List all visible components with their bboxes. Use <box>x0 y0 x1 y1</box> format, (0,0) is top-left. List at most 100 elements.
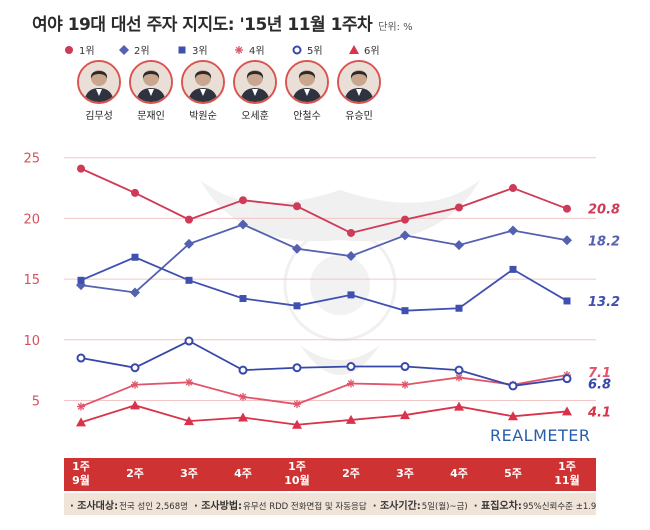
series-line <box>80 404 568 426</box>
portrait-photo-icon <box>285 60 329 104</box>
candidate-portrait: 박원순 <box>180 60 226 122</box>
series-2: 18.2 <box>76 219 620 298</box>
data-point <box>508 411 518 421</box>
legend-label: 4위 <box>249 46 265 57</box>
footer-value: 전국 성인 2,568명 <box>119 501 188 512</box>
data-point <box>238 365 248 375</box>
square-icon <box>178 46 186 53</box>
data-point <box>131 188 139 197</box>
chart-title: 여야 19대 대선 주자 지지도: '15년 11월 1주차 <box>32 15 373 35</box>
footer-item: · 조사기간:5일(월)~금) <box>373 497 468 512</box>
portrait-photo-icon <box>77 60 121 104</box>
data-point <box>401 215 409 224</box>
legend-item: 5위 <box>290 42 323 57</box>
footer-key: · 조사대상: <box>70 500 119 512</box>
data-point <box>509 184 517 193</box>
data-point <box>455 373 463 382</box>
data-point <box>562 406 572 416</box>
data-point <box>130 363 140 373</box>
data-point <box>76 353 86 363</box>
series-line <box>80 374 568 408</box>
data-point <box>346 362 356 372</box>
y-tick-label: 10 <box>23 334 40 349</box>
series-3: 13.2 <box>77 253 620 315</box>
diamond-icon <box>119 44 129 55</box>
data-point <box>184 336 194 346</box>
emblem-watermark-icon <box>200 180 480 375</box>
y-tick-label: 20 <box>23 212 40 227</box>
footer-item: · 표집오차:95%신뢰수준 ±1.9% <box>474 497 596 512</box>
data-point <box>130 287 140 298</box>
data-point <box>563 204 571 213</box>
data-point <box>238 219 248 230</box>
data-point <box>239 196 247 205</box>
data-point <box>347 228 355 237</box>
footer-value: 95%신뢰수준 ±1.9% <box>522 501 596 512</box>
legend-label: 1위 <box>79 46 95 57</box>
series-4: 7.1 <box>77 366 611 411</box>
data-point <box>562 374 572 384</box>
candidate-name: 유승민 <box>345 111 373 122</box>
data-point <box>455 203 463 212</box>
data-point <box>508 381 518 391</box>
title-row: 여야 19대 대선 주자 지지도: '15년 11월 1주차 단위: % <box>32 10 413 38</box>
data-point <box>292 243 302 254</box>
footer-item: · 조사대상:전국 성인 2,568명 <box>70 497 188 512</box>
data-point <box>185 378 193 387</box>
data-point <box>238 412 248 422</box>
candidate-name: 김무성 <box>85 111 113 122</box>
circle-filled-icon <box>65 45 73 54</box>
legend-label: 5위 <box>307 46 323 57</box>
footer-key: · 표집오차: <box>473 500 522 512</box>
data-point <box>454 365 464 375</box>
x-tick-label: 2주 <box>342 467 360 480</box>
x-tick-label: 5주 <box>504 467 522 480</box>
data-point <box>239 295 247 303</box>
data-point <box>131 380 139 389</box>
data-point <box>293 302 301 310</box>
data-point <box>562 235 572 246</box>
y-tick-label: 5 <box>32 395 40 410</box>
data-point <box>131 253 139 261</box>
series-line <box>80 340 568 387</box>
data-point <box>454 401 464 411</box>
circle-open-icon <box>292 45 302 54</box>
data-point <box>400 230 410 241</box>
data-point <box>77 276 85 284</box>
data-point <box>346 251 356 262</box>
data-point <box>184 238 194 249</box>
series-line <box>80 256 568 312</box>
data-point <box>239 392 247 401</box>
legend-item: 1위 <box>62 42 95 57</box>
end-value-label: 13.2 <box>588 295 620 310</box>
data-point <box>400 362 410 372</box>
candidate-portrait: 문재인 <box>128 60 174 122</box>
x-tick-label: 3주 <box>180 467 198 480</box>
candidate-portrait: 유승민 <box>336 60 382 122</box>
data-point <box>184 416 194 426</box>
series-6: 4.1 <box>76 400 611 429</box>
footer-key: · 조사방법: <box>193 500 243 512</box>
brand-logo: REALMETER <box>490 426 591 445</box>
series-line <box>80 167 568 234</box>
data-point <box>401 307 409 315</box>
footer-item: · 조사방법:유무선 RDD 전화면접 및 자동응답 <box>194 497 367 512</box>
candidate-portraits: 김무성 문재인 박원순 오세훈 안철수 유승민 <box>76 60 396 122</box>
footer-value: 5일(월)~금) <box>421 501 468 512</box>
x-tick-label: 2주 <box>126 467 144 480</box>
data-point <box>347 379 355 388</box>
data-point <box>401 380 409 389</box>
legend-item: 6위 <box>347 42 380 57</box>
end-value-label: 7.1 <box>588 366 611 381</box>
legend-item: 2위 <box>117 42 150 57</box>
x-tick-label: 1주 10월 <box>284 460 310 487</box>
legend-label: 6위 <box>364 46 380 57</box>
asterisk-icon <box>235 45 243 54</box>
legend-label: 3위 <box>192 46 208 57</box>
data-point <box>77 402 85 411</box>
data-point <box>293 202 301 211</box>
x-tick-label: 4주 <box>450 467 468 480</box>
candidate-portrait: 김무성 <box>76 60 122 122</box>
candidate-portrait: 안철수 <box>284 60 330 122</box>
